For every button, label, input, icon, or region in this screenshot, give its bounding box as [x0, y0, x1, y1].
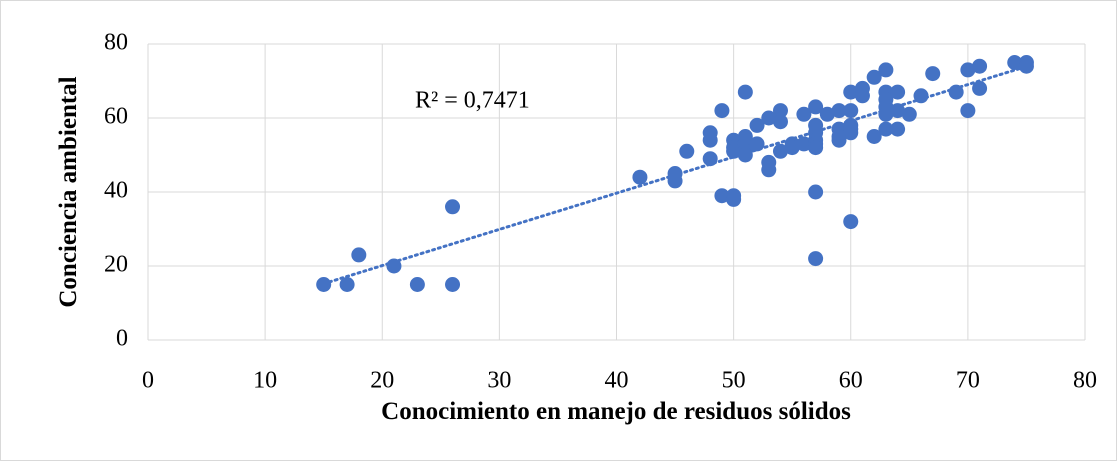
point — [784, 140, 800, 156]
r-squared-annotation: R² = 0,7471 — [415, 88, 530, 114]
y-tick-label: 60 — [104, 104, 128, 130]
point — [972, 80, 988, 96]
y-axis-title: Conciencia ambiental — [55, 76, 82, 307]
point — [866, 69, 882, 85]
point — [772, 103, 788, 119]
y-tick-label: 80 — [104, 30, 128, 56]
point — [890, 84, 906, 100]
point — [843, 125, 859, 141]
point — [316, 277, 332, 292]
point — [737, 84, 753, 100]
point — [890, 121, 906, 137]
x-tick-label: 60 — [839, 368, 863, 394]
point — [737, 147, 753, 163]
x-tick-label: 0 — [142, 368, 154, 394]
point — [854, 88, 870, 104]
point — [843, 214, 859, 230]
point — [796, 136, 812, 152]
point — [702, 132, 718, 148]
point — [925, 66, 941, 82]
point — [1018, 58, 1034, 74]
x-tick-label: 10 — [253, 368, 277, 394]
point — [702, 151, 718, 167]
point — [843, 84, 859, 100]
point — [445, 277, 461, 292]
point — [1007, 55, 1023, 70]
point — [948, 84, 964, 100]
point — [749, 117, 765, 133]
point — [726, 191, 742, 207]
point — [772, 143, 788, 159]
point — [667, 173, 683, 189]
point — [761, 162, 777, 178]
point — [866, 129, 882, 144]
point — [819, 106, 835, 122]
point — [972, 58, 988, 74]
point — [772, 114, 788, 130]
point — [808, 251, 824, 267]
y-tick-label: 40 — [104, 178, 128, 204]
point — [726, 143, 742, 159]
point — [960, 103, 976, 119]
point — [409, 277, 425, 292]
x-axis-title: Conocimiento en manejo de residuos sólid… — [381, 398, 851, 425]
point — [445, 199, 461, 215]
point — [808, 99, 824, 115]
point — [761, 110, 777, 126]
point — [831, 132, 847, 148]
point — [808, 184, 824, 200]
x-tick-label: 40 — [605, 368, 629, 394]
point — [831, 103, 847, 119]
point — [714, 103, 730, 119]
point — [890, 103, 906, 119]
point — [749, 136, 765, 152]
point — [960, 62, 976, 78]
x-tick-label: 50 — [722, 368, 746, 394]
x-tick-label: 20 — [370, 368, 394, 394]
point — [878, 121, 894, 137]
y-tick-label: 20 — [104, 252, 128, 278]
point — [339, 277, 355, 292]
point — [843, 103, 859, 119]
x-tick-label: 30 — [487, 368, 511, 394]
point — [878, 106, 894, 122]
y-tick-label: 0 — [116, 326, 128, 352]
point — [714, 188, 730, 204]
point — [351, 247, 367, 263]
point — [679, 143, 695, 159]
point — [796, 106, 812, 122]
x-tick-label: 70 — [956, 368, 980, 394]
point — [632, 169, 648, 185]
point — [878, 62, 894, 78]
point — [913, 88, 929, 104]
point — [386, 258, 402, 274]
x-tick-label: 80 — [1073, 368, 1097, 394]
point — [808, 140, 824, 156]
point — [901, 106, 917, 122]
